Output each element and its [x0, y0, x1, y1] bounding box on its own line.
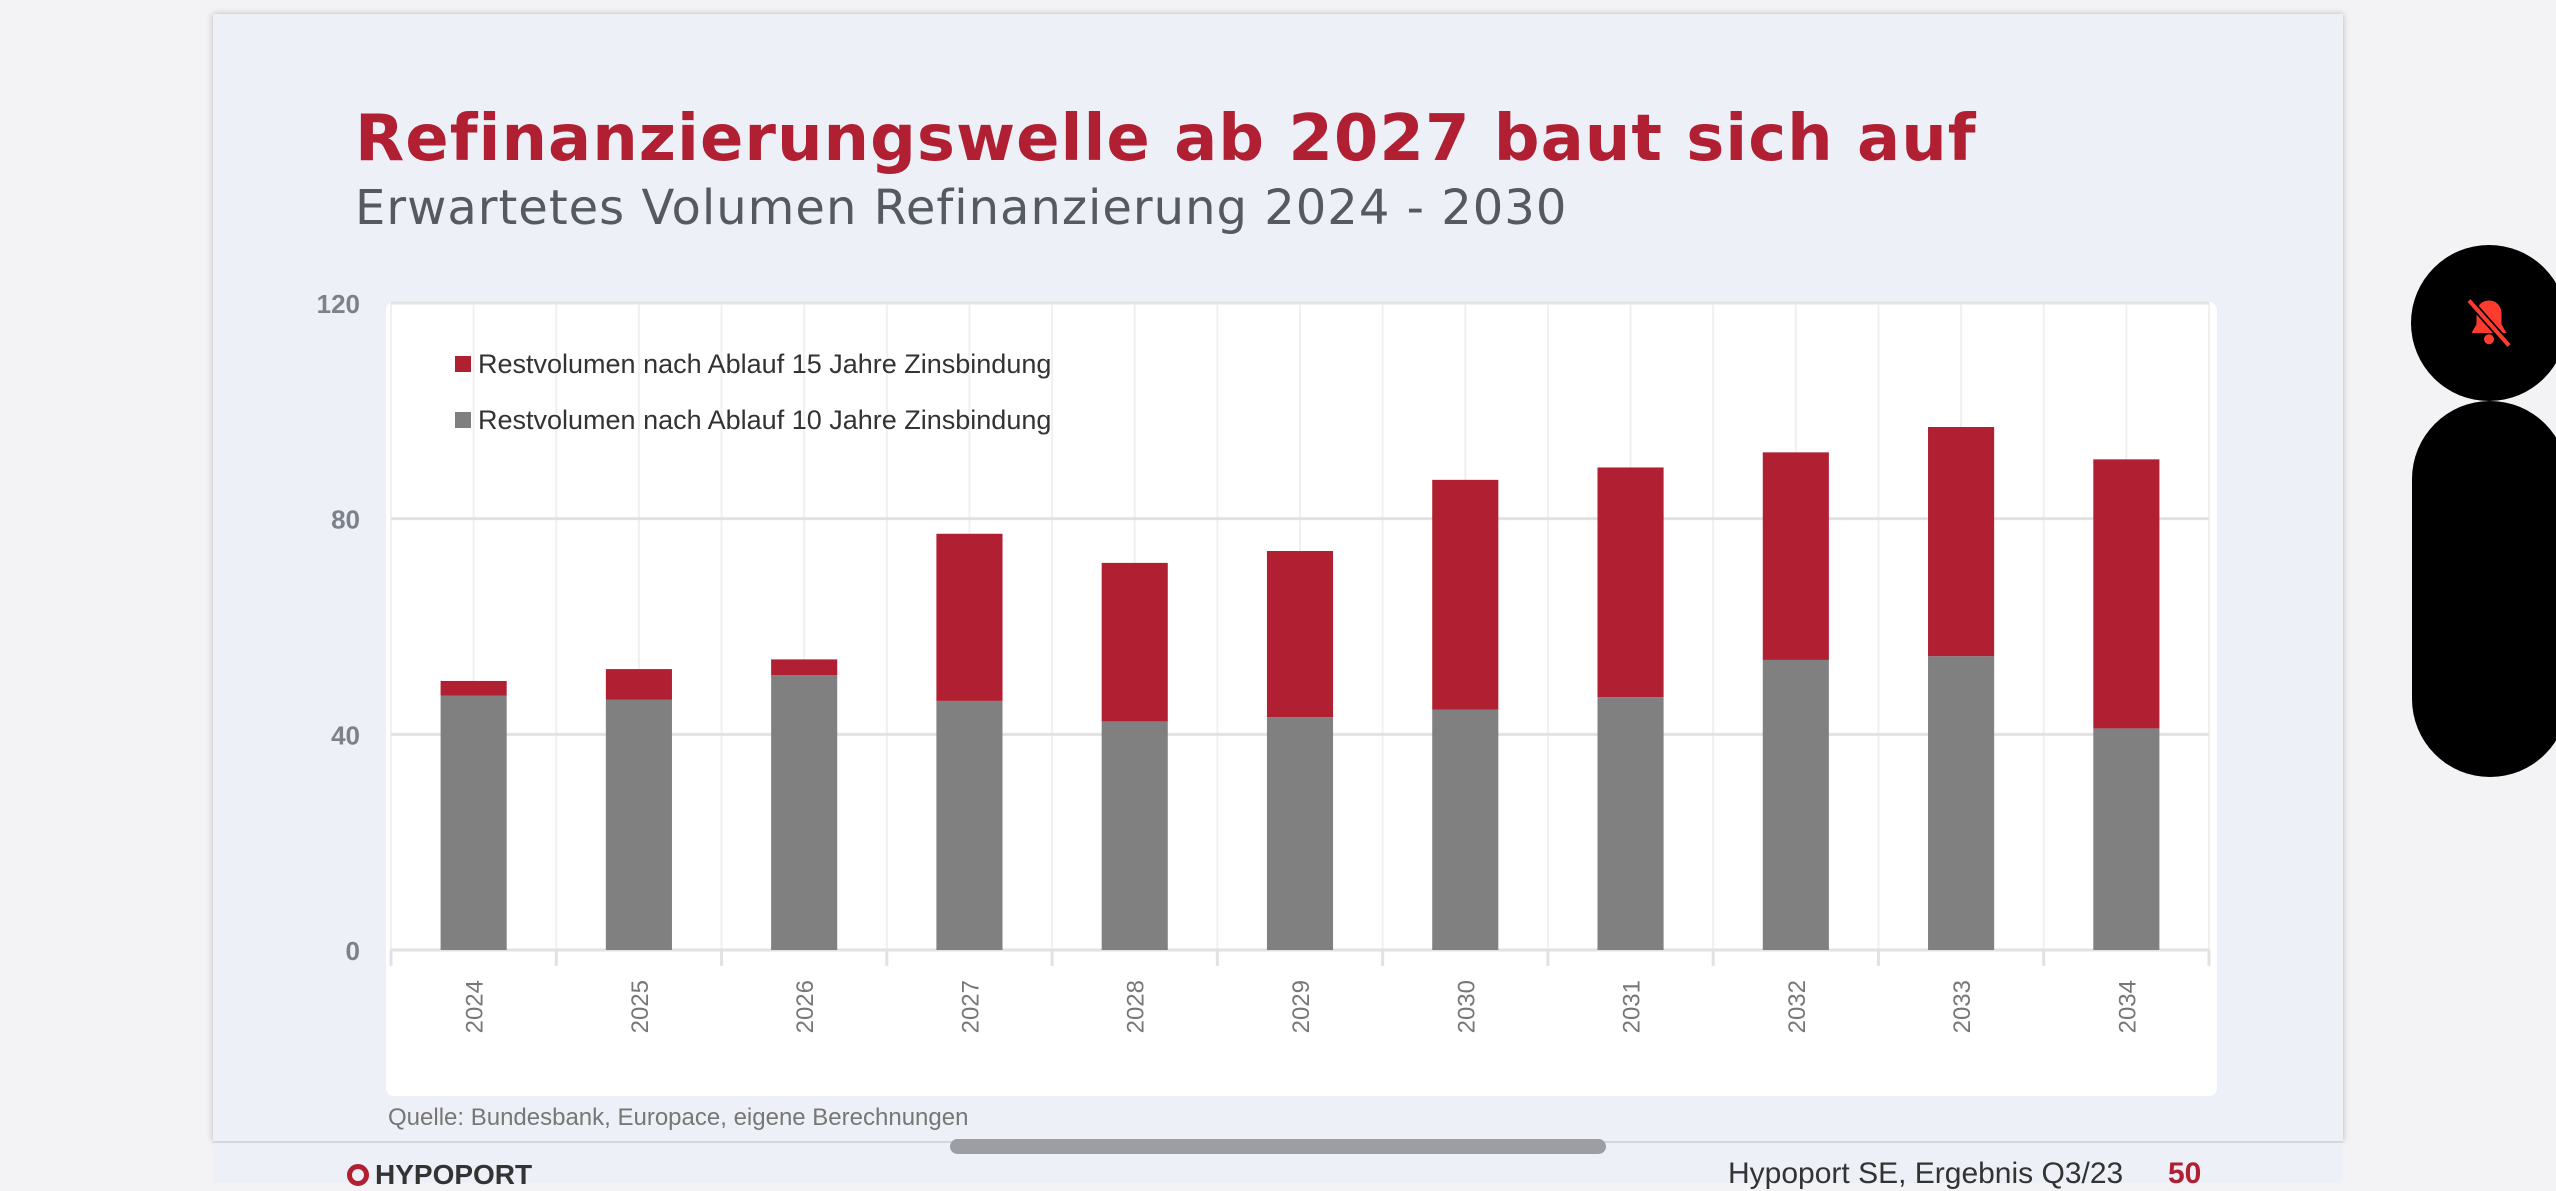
mute-button[interactable]: [2411, 245, 2556, 401]
bar-2028-series-1: [1101, 562, 1168, 722]
legend-label: Restvolumen nach Ablauf 10 Jahre Zinsbin…: [478, 405, 1051, 435]
bar-2026-series-1: [771, 659, 838, 676]
bar-2027-series-1: [936, 533, 1003, 701]
hypoport-logo: HYPOPORT: [347, 1159, 532, 1191]
bar-2026-series-0: [771, 675, 838, 950]
source-note: Quelle: Bundesbank, Europace, eigene Ber…: [388, 1104, 969, 1131]
bar-2033-series-0: [1928, 656, 1995, 950]
legend-label: Restvolumen nach Ablauf 15 Jahre Zinsbin…: [478, 349, 1051, 379]
footer-text: Hypoport SE, Ergebnis Q3/23: [1728, 1157, 2124, 1190]
bar-2033-series-1: [1928, 427, 1995, 657]
bar-2024-series-0: [440, 695, 507, 950]
bar-2032-series-1: [1762, 452, 1829, 660]
bar-2029-series-1: [1266, 551, 1334, 718]
bar-2030-series-1: [1432, 479, 1499, 710]
x-tick-label: 2032: [1784, 980, 1811, 1033]
bar-2031-series-0: [1597, 697, 1664, 950]
x-tick-label: 2025: [627, 980, 654, 1033]
bar-2024-series-1: [440, 680, 507, 696]
x-tick-label: 2024: [462, 980, 489, 1033]
bar-2028-series-0: [1101, 721, 1168, 950]
bar-2032-series-0: [1762, 659, 1829, 950]
bar-2027-series-0: [936, 700, 1003, 950]
bar-2030-series-0: [1432, 709, 1499, 950]
y-tick-label: 120: [317, 289, 360, 319]
bar-2034-series-0: [2093, 728, 2160, 950]
x-tick-label: 2030: [1453, 980, 1480, 1033]
bar-2034-series-1: [2093, 459, 2160, 729]
bar-2029-series-0: [1266, 717, 1334, 950]
legend-swatch: [455, 412, 471, 428]
x-tick-label: 2029: [1288, 980, 1315, 1033]
bar-2025-series-0: [605, 699, 672, 950]
bar-2025-series-1: [605, 669, 672, 700]
y-tick-label: 80: [331, 505, 360, 535]
y-tick-label: 40: [331, 720, 360, 750]
horizontal-scrollbar[interactable]: [950, 1139, 1606, 1154]
logo-text: HYPOPORT: [375, 1159, 533, 1190]
x-tick-label: 2033: [1949, 980, 1976, 1033]
x-tick-label: 2034: [2114, 980, 2141, 1033]
x-tick-label: 2027: [957, 980, 984, 1033]
logo-mark-icon: [347, 1164, 369, 1186]
y-tick-label: 0: [346, 936, 360, 966]
x-tick-label: 2031: [1619, 980, 1646, 1033]
bar-2031-series-1: [1597, 467, 1664, 698]
bell-slash-icon: [2466, 298, 2512, 348]
x-tick-label: 2026: [792, 980, 819, 1033]
slide-subtitle: Erwartetes Volumen Refinanzierung 2024 -…: [355, 180, 1568, 236]
legend-swatch: [455, 356, 471, 372]
slide-title: Refinanzierungswelle ab 2027 baut sich a…: [355, 102, 1977, 176]
x-tick-label: 2028: [1123, 980, 1150, 1033]
slide-footer: HYPOPORT Hypoport SE, Ergebnis Q3/23 50: [213, 1141, 2343, 1190]
side-panel-handle[interactable]: [2412, 401, 2556, 777]
page-number: 50: [2168, 1157, 2202, 1190]
